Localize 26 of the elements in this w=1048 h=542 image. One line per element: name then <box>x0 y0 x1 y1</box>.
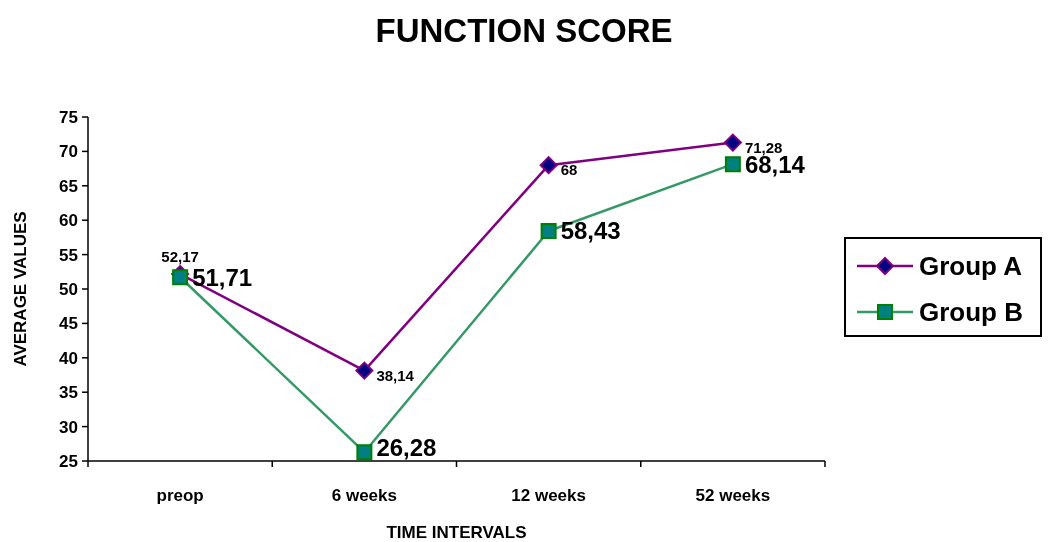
data-label: 38,14 <box>376 366 415 384</box>
y-tick-label: 70 <box>59 142 78 162</box>
y-tick-label: 75 <box>59 107 78 127</box>
x-tick-label: 6 weeks <box>331 486 397 505</box>
y-tick-label: 25 <box>59 451 78 471</box>
y-tick-label: 65 <box>59 176 78 196</box>
y-tick-label: 35 <box>59 383 78 403</box>
legend-label: Group A <box>919 251 1023 282</box>
y-axis-title: AVERAGE VALUES <box>11 211 30 367</box>
y-tick-label: 30 <box>59 417 78 437</box>
x-tick-label: 52 weeks <box>695 486 771 505</box>
y-tick-label: 45 <box>59 314 78 334</box>
y-tick-label: 55 <box>59 245 78 265</box>
y-tick-label: 60 <box>59 211 78 231</box>
data-label: 26,28 <box>376 433 437 461</box>
legend-label: Group B <box>919 297 1023 328</box>
chart-title: FUNCTION SCORE <box>375 12 673 49</box>
y-tick-label: 50 <box>59 279 78 299</box>
data-label: 58,43 <box>560 217 621 245</box>
x-axis-title: TIME INTERVALS <box>386 523 527 542</box>
x-tick-label: 12 weeks <box>511 486 586 505</box>
y-tick-label: 40 <box>59 348 78 368</box>
data-label: 52,17 <box>161 248 199 266</box>
x-tick-label: preop <box>156 486 204 505</box>
data-label: 51,71 <box>192 263 253 291</box>
data-label: 68 <box>560 161 578 179</box>
